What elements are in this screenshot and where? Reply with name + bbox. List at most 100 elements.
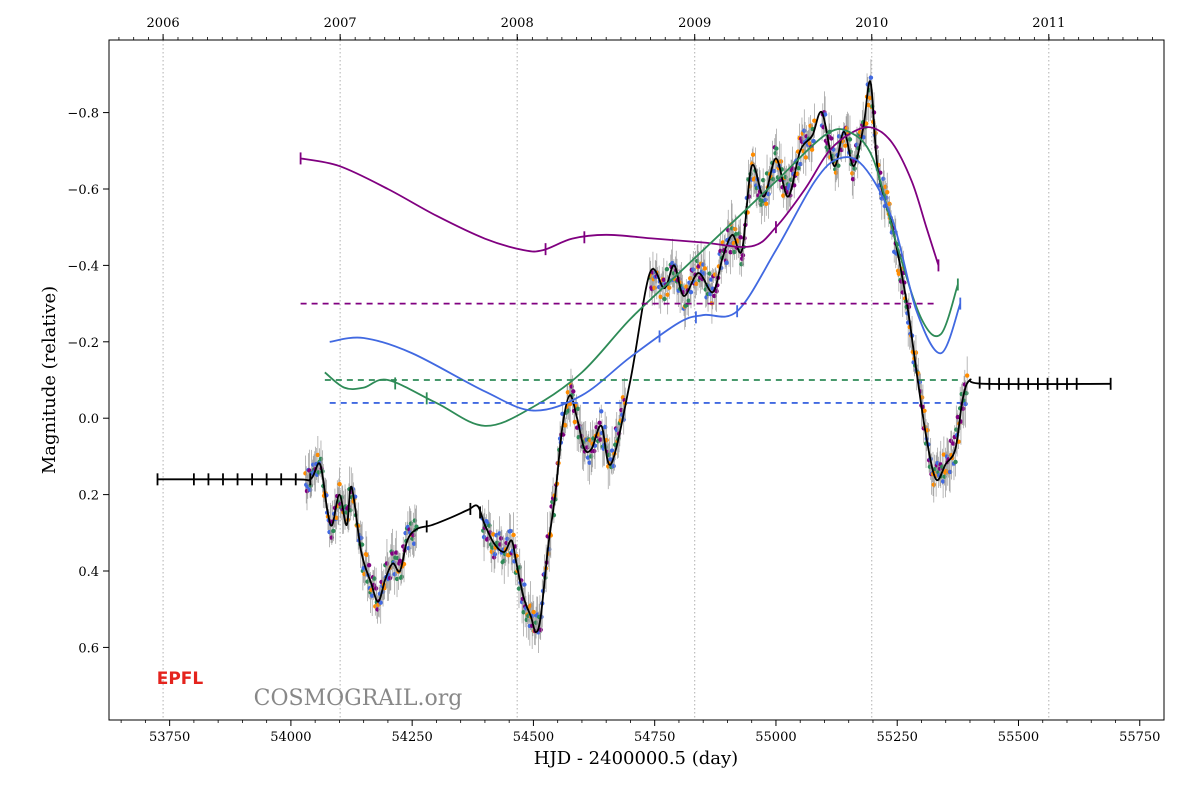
- data-point: [572, 419, 578, 425]
- data-point: [809, 147, 815, 152]
- data-point: [781, 193, 786, 198]
- data-point: [563, 423, 568, 428]
- data-point: [372, 576, 377, 581]
- data-point: [740, 253, 746, 258]
- data-point: [771, 176, 776, 182]
- y-tick-label: 0.0: [78, 412, 99, 427]
- data-point: [658, 294, 663, 299]
- x-tick-label: 54250: [391, 730, 432, 745]
- data-point: [390, 551, 395, 556]
- data-point: [836, 163, 841, 168]
- data-point: [316, 470, 321, 475]
- data-point: [498, 536, 504, 541]
- top-year-label: 2009: [678, 16, 711, 31]
- data-point: [922, 408, 927, 413]
- data-point: [592, 448, 597, 454]
- data-point: [599, 409, 604, 414]
- data-point: [565, 390, 571, 395]
- data-point: [691, 267, 696, 272]
- data-point: [796, 166, 802, 171]
- data-point: [885, 189, 890, 195]
- data-point: [724, 260, 729, 266]
- data-point: [670, 260, 675, 266]
- data-point: [609, 448, 615, 453]
- data-point: [803, 155, 809, 160]
- data-point: [661, 277, 667, 282]
- data-point: [505, 536, 510, 542]
- data-point: [397, 558, 403, 564]
- data-point: [662, 296, 667, 302]
- data-point: [373, 586, 379, 591]
- data-point: [688, 289, 694, 295]
- y-tick-label: 0.6: [78, 641, 99, 656]
- data-point: [652, 285, 657, 291]
- data-point: [868, 75, 874, 80]
- model-curve: [300, 126, 940, 266]
- data-point: [587, 460, 592, 465]
- data-point: [861, 135, 867, 140]
- data-point: [955, 414, 961, 420]
- y-tick-label: −0.8: [67, 107, 99, 122]
- data-point: [728, 250, 733, 255]
- x-tick-label: 54000: [270, 730, 311, 745]
- data-point: [702, 266, 708, 271]
- top-year-label: 2006: [147, 16, 180, 31]
- data-point: [940, 479, 946, 484]
- data-point: [598, 437, 603, 442]
- data-point: [394, 550, 399, 555]
- model-curve: [329, 156, 962, 412]
- model-curves: [157, 80, 1111, 634]
- y-axis-label: Magnitude (relative): [39, 286, 60, 474]
- data-point: [366, 562, 372, 568]
- data-point: [331, 528, 336, 534]
- data-point: [732, 249, 737, 255]
- data-point: [764, 201, 769, 207]
- y-tick-label: −0.2: [67, 336, 99, 351]
- data-point: [369, 593, 375, 598]
- data-point: [387, 575, 393, 581]
- data-point: [522, 582, 527, 587]
- top-year-label: 2010: [855, 16, 888, 31]
- data-point: [611, 463, 616, 469]
- data-point: [516, 586, 522, 591]
- data-point: [887, 201, 892, 207]
- data-point: [707, 271, 712, 276]
- data-point: [759, 202, 764, 207]
- data-point: [567, 401, 573, 407]
- data-point: [364, 552, 369, 558]
- y-tick-label: 0.4: [78, 565, 99, 580]
- x-tick-label: 53750: [149, 730, 190, 745]
- data-point: [771, 168, 777, 174]
- x-tick-label: 55750: [1119, 730, 1160, 745]
- data-point: [795, 171, 800, 177]
- data-point: [953, 459, 958, 465]
- plot-frame: [108, 39, 1165, 721]
- data-point: [511, 532, 516, 538]
- data-point: [394, 576, 400, 582]
- data-point: [492, 551, 498, 557]
- data-point: [411, 541, 417, 546]
- data-point: [850, 176, 856, 182]
- data-point: [738, 235, 743, 240]
- season-markers: [156, 152, 1112, 533]
- data-point: [847, 137, 853, 142]
- data-point: [686, 298, 691, 303]
- data-point: [864, 121, 869, 126]
- epfl-logo: EPFL: [157, 669, 204, 689]
- model-curve: [157, 80, 1111, 634]
- y-tick-label: −0.4: [67, 259, 99, 274]
- data-point: [963, 401, 968, 407]
- data-point: [760, 177, 766, 183]
- y-tick-label: 0.2: [78, 489, 99, 504]
- data-point: [807, 141, 812, 146]
- data-point: [521, 610, 526, 615]
- data-point: [867, 95, 873, 101]
- data-point: [850, 171, 855, 176]
- data-point: [602, 424, 608, 430]
- data-point: [798, 161, 803, 167]
- data-point: [708, 277, 714, 282]
- data-point: [733, 226, 738, 232]
- data-point: [774, 146, 779, 151]
- data-point: [667, 285, 672, 290]
